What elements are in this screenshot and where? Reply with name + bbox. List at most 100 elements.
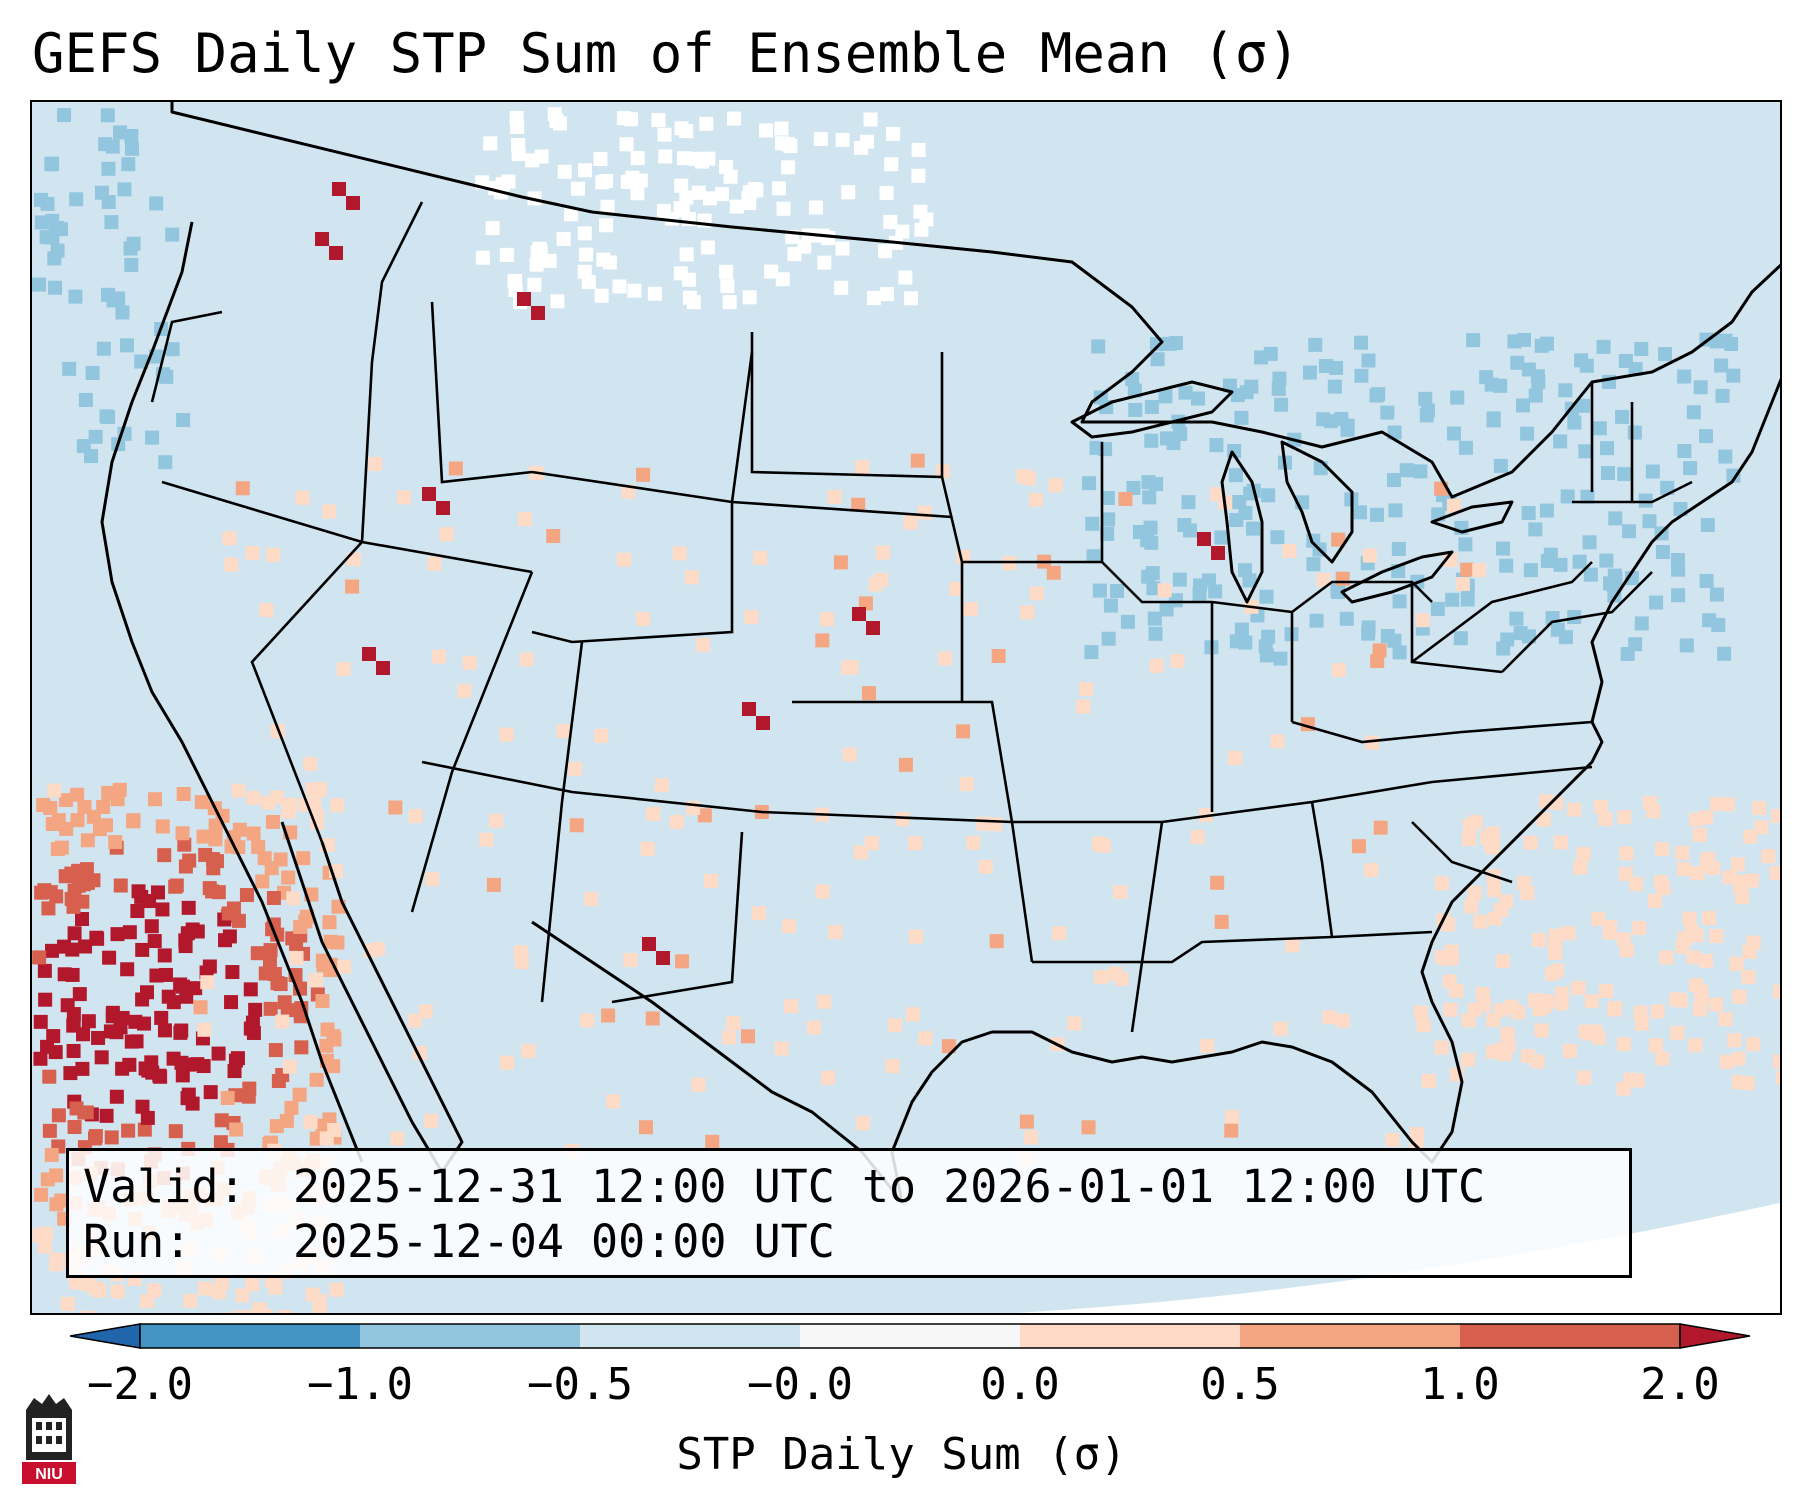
stp-cell: [729, 199, 744, 214]
stp-cell: [158, 455, 173, 470]
stp-cell: [1108, 966, 1123, 981]
stp-cell: [1418, 391, 1433, 406]
stp-cell: [623, 953, 638, 968]
stp-cell: [422, 487, 436, 501]
stp-cell: [489, 813, 504, 828]
stp-cell: [1242, 573, 1257, 588]
stp-cell: [619, 137, 634, 152]
stp-cell: [183, 1293, 198, 1308]
stp-cell: [147, 792, 162, 807]
stp-cell: [265, 814, 280, 829]
stp-cell: [1016, 469, 1031, 484]
stp-cell: [262, 954, 277, 969]
stp-cell: [866, 621, 880, 635]
stp-cell: [81, 1014, 96, 1029]
stp-cell: [656, 951, 670, 965]
stp-cell: [60, 998, 75, 1013]
stp-cell: [134, 889, 149, 904]
stp-cell: [841, 660, 856, 675]
stp-cell: [722, 295, 737, 310]
stp-cell: [1720, 797, 1735, 812]
stp-cell: [128, 1014, 143, 1029]
stp-cell: [1702, 911, 1717, 926]
stp-cell: [606, 1094, 621, 1109]
stp-cell: [104, 215, 119, 230]
stp-cell: [337, 959, 352, 974]
stp-cell: [1659, 950, 1674, 965]
stp-cell: [1688, 1038, 1703, 1053]
stp-cell: [1617, 810, 1632, 825]
stp-cell: [1354, 335, 1369, 350]
stp-cell: [1421, 1073, 1436, 1088]
stp-cell: [875, 545, 890, 560]
stp-cell: [727, 111, 742, 126]
stp-cell: [1128, 402, 1143, 417]
stp-cell: [246, 790, 261, 805]
stp-cell: [76, 1027, 91, 1042]
stp-cell: [1677, 931, 1692, 946]
stp-cell: [58, 793, 73, 808]
stp-cell: [1608, 511, 1623, 526]
stp-cell: [1234, 410, 1249, 425]
stp-cell: [1159, 431, 1174, 446]
stp-cell: [1414, 1005, 1429, 1020]
stp-cell: [281, 870, 296, 885]
stp-cell: [1600, 441, 1615, 456]
colorbar: [70, 1323, 1750, 1349]
stp-cell: [624, 112, 639, 127]
stp-cell: [1197, 532, 1211, 546]
stp-cell: [1079, 682, 1094, 697]
stp-cell: [322, 915, 337, 930]
stp-cell: [1331, 532, 1346, 547]
stp-cell: [517, 292, 531, 306]
stp-cell: [176, 787, 191, 802]
stp-cell: [531, 306, 545, 320]
stp-cell: [646, 807, 661, 822]
stp-cell: [1539, 994, 1554, 1009]
stp-cell: [1354, 368, 1369, 383]
stp-cell: [1029, 586, 1044, 601]
stp-cell: [1330, 583, 1345, 598]
stp-cell: [627, 283, 642, 298]
stp-cell: [270, 976, 285, 991]
stp-cell: [1731, 1051, 1746, 1066]
stp-cell: [1364, 863, 1379, 878]
stp-cell: [1270, 530, 1285, 545]
stp-cell: [294, 1040, 309, 1055]
stp-cell: [521, 1043, 536, 1058]
stp-cell: [1214, 914, 1229, 929]
stp-cell: [1238, 505, 1253, 520]
stp-cell: [1225, 1110, 1240, 1125]
stp-cell: [1273, 1021, 1288, 1036]
stp-cell: [388, 800, 403, 815]
stp-cell: [1140, 533, 1155, 548]
stp-cell: [173, 977, 188, 992]
stp-cell: [841, 185, 856, 200]
stp-cell: [1719, 1054, 1734, 1069]
lake-michigan: [1220, 450, 1264, 604]
stp-cell: [1616, 1037, 1631, 1052]
stp-cell: [1634, 1016, 1649, 1031]
stp-cell: [462, 655, 477, 670]
stp-cell: [1228, 468, 1243, 483]
stp-cell: [938, 651, 953, 666]
stp-cell: [917, 505, 932, 520]
stp-cell: [1572, 554, 1587, 569]
stp-cell: [744, 609, 759, 624]
stp-cell: [103, 1024, 118, 1039]
stp-cell: [741, 1029, 756, 1044]
stp-cell: [1259, 648, 1274, 663]
stp-cell: [165, 227, 180, 242]
stp-cell: [529, 257, 544, 272]
stp-cell: [1499, 894, 1514, 909]
stp-cell: [1048, 478, 1063, 493]
stp-cell: [1100, 526, 1115, 541]
lake-erie: [1340, 550, 1454, 604]
stp-cell: [866, 290, 881, 305]
stp-cell: [1392, 645, 1407, 660]
stp-cell: [1761, 849, 1776, 864]
stp-cell: [630, 151, 645, 166]
stp-cell: [46, 1029, 61, 1044]
colorbar-segment: [580, 1324, 800, 1348]
stp-cell: [198, 847, 213, 862]
